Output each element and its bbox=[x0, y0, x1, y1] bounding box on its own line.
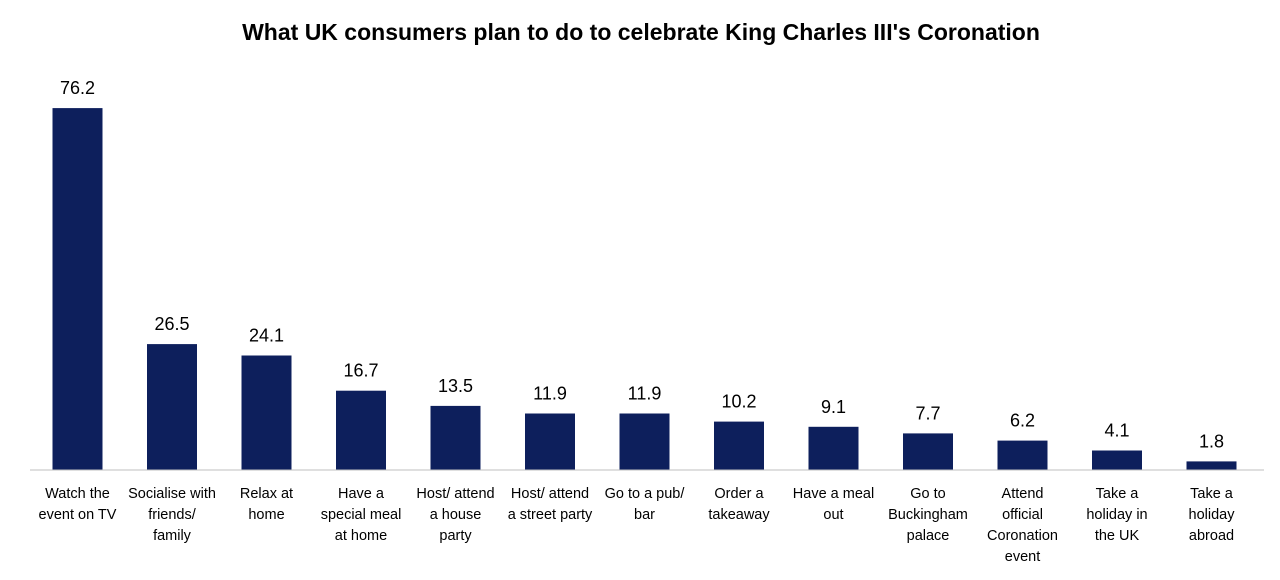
bar-5 bbox=[525, 413, 575, 470]
category-label-10: Attend official Coronation event bbox=[987, 486, 1058, 565]
category-label-0: Watch the event on TV bbox=[39, 486, 117, 523]
value-label-2: 24.1 bbox=[249, 326, 284, 346]
value-label-8: 9.1 bbox=[821, 397, 846, 417]
value-label-12: 1.8 bbox=[1199, 431, 1224, 451]
category-label-line: Buckingham bbox=[888, 507, 968, 523]
value-labels-group: 76.2 26.5 24.1 16.7 13.5 11.9 11.9 10.2 9.1 7.7 6.… bbox=[60, 78, 1224, 451]
category-label-11: Take a holiday in the UK bbox=[1086, 486, 1147, 544]
value-label-6: 11.9 bbox=[628, 384, 662, 404]
bars-group bbox=[52, 108, 1237, 470]
category-label-line: party bbox=[439, 528, 472, 544]
category-label-line: event on TV bbox=[39, 507, 117, 523]
category-label-line: holiday bbox=[1189, 507, 1236, 523]
value-label-7: 10.2 bbox=[721, 392, 756, 412]
category-label-line: Socialise with bbox=[128, 486, 216, 502]
value-label-9: 7.7 bbox=[915, 403, 940, 423]
category-label-7: Order a takeaway bbox=[708, 486, 770, 523]
category-label-line: takeaway bbox=[708, 507, 770, 523]
bar-12 bbox=[1186, 461, 1237, 470]
category-label-line: Watch the bbox=[45, 486, 110, 502]
category-label-line: event bbox=[1005, 549, 1040, 565]
category-label-line: out bbox=[823, 507, 843, 523]
category-label-line: the UK bbox=[1095, 528, 1140, 544]
category-label-line: Coronation bbox=[987, 528, 1058, 544]
category-label-line: a street party bbox=[508, 507, 593, 523]
category-label-line: a house bbox=[430, 507, 482, 523]
value-label-4: 13.5 bbox=[438, 376, 473, 396]
category-label-line: holiday in bbox=[1086, 507, 1147, 523]
value-label-3: 16.7 bbox=[343, 361, 378, 381]
category-label-line: Relax at bbox=[240, 486, 293, 502]
bar-1 bbox=[147, 344, 197, 470]
bar-4 bbox=[430, 405, 481, 470]
bar-7 bbox=[714, 421, 764, 470]
bar-3 bbox=[336, 390, 386, 470]
bar-2 bbox=[241, 355, 292, 470]
category-label-line: official bbox=[1002, 507, 1043, 523]
category-label-line: home bbox=[248, 507, 284, 523]
category-label-line: friends/ bbox=[148, 507, 197, 523]
bar-6 bbox=[619, 413, 670, 470]
value-label-1: 26.5 bbox=[154, 314, 189, 334]
category-label-1: Socialise with friends/family bbox=[128, 486, 216, 544]
category-label-line: palace bbox=[907, 528, 950, 544]
category-label-2: Relax at home bbox=[240, 486, 293, 523]
category-label-line: Attend bbox=[1002, 486, 1044, 502]
category-label-8: Have a meal out bbox=[793, 486, 874, 523]
category-label-4: Host/ attend a house party bbox=[416, 486, 494, 544]
category-labels-group: Watch the event on TV Socialise with friend… bbox=[39, 486, 1236, 565]
category-label-line: Have a meal bbox=[793, 486, 874, 502]
category-label-line: bar bbox=[634, 507, 655, 523]
category-label-line: Have a bbox=[338, 486, 385, 502]
category-label-9: Go to Buckingham palace bbox=[888, 486, 968, 544]
category-label-line: Go to a pub/ bbox=[605, 486, 686, 502]
value-label-5: 11.9 bbox=[533, 384, 567, 404]
bar-10 bbox=[997, 440, 1048, 470]
value-label-0: 76.2 bbox=[60, 78, 95, 98]
category-label-6: Go to a pub/bar bbox=[605, 486, 686, 523]
bar-11 bbox=[1092, 450, 1142, 470]
category-label-line: abroad bbox=[1189, 528, 1234, 544]
category-label-line: special meal bbox=[321, 507, 402, 523]
chart-title: What UK consumers plan to do to celebrat… bbox=[242, 19, 1040, 45]
bar-0 bbox=[52, 108, 103, 470]
category-label-5: Host/ attend a street party bbox=[508, 486, 593, 523]
category-label-line: Take a bbox=[1190, 486, 1234, 502]
category-label-line: at home bbox=[335, 528, 387, 544]
category-label-line: Take a bbox=[1096, 486, 1140, 502]
value-label-10: 6.2 bbox=[1010, 411, 1035, 431]
category-label-line: Go to bbox=[910, 486, 945, 502]
category-label-line: Order a bbox=[714, 486, 764, 502]
category-label-line: family bbox=[153, 528, 192, 544]
category-label-line: Host/ attend bbox=[511, 486, 589, 502]
category-label-line: Host/ attend bbox=[416, 486, 494, 502]
value-label-11: 4.1 bbox=[1104, 421, 1129, 441]
category-label-12: Take a holiday abroad bbox=[1189, 486, 1236, 544]
bar-9 bbox=[903, 433, 953, 470]
bar-8 bbox=[808, 426, 859, 470]
category-label-3: Have a special meal at home bbox=[321, 486, 402, 544]
